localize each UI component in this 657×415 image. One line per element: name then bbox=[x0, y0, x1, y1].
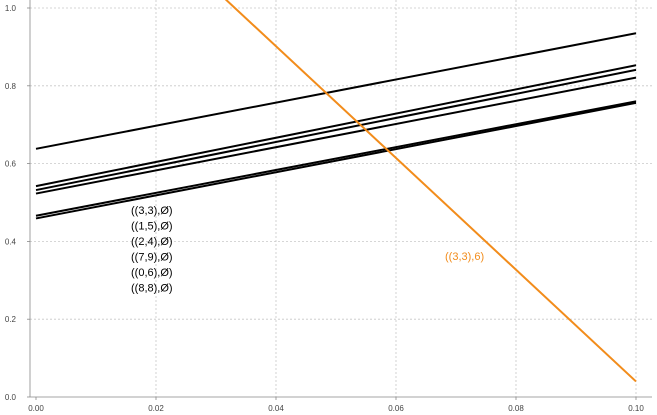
x-tick-label: 0.04 bbox=[268, 404, 284, 413]
y-tick-label: 0.4 bbox=[5, 237, 17, 246]
series-label: ((1,5),Ø) bbox=[131, 221, 173, 233]
x-tick-label: 0.00 bbox=[28, 404, 44, 413]
series-label: ((7,9),Ø) bbox=[131, 252, 173, 264]
series-label: ((3,3),Ø) bbox=[131, 205, 173, 217]
axes bbox=[27, 0, 652, 400]
series-label: ((0,6),Ø) bbox=[131, 267, 173, 279]
series-line-1 bbox=[35, 32, 637, 150]
series-line-7 bbox=[224, 0, 637, 383]
tick-labels: 0.00 0.02 0.04 0.06 0.08 0.10 0.0 0.2 0.4 0.6 0.8 1… bbox=[5, 4, 644, 413]
y-tick-label: 0.0 bbox=[5, 393, 17, 402]
x-tick-label: 0.02 bbox=[148, 404, 164, 413]
series-line-2 bbox=[35, 64, 637, 188]
orange-series-label: ((3,3),6) bbox=[445, 251, 484, 263]
x-tick-label: 0.10 bbox=[628, 404, 644, 413]
x-tick-label: 0.08 bbox=[508, 404, 524, 413]
y-tick-label: 0.8 bbox=[5, 82, 17, 91]
series-label: ((8,8),Ø) bbox=[131, 283, 173, 295]
series-line-3 bbox=[35, 68, 637, 192]
y-tick-label: 1.0 bbox=[5, 4, 17, 13]
y-tick-label: 0.6 bbox=[5, 160, 17, 169]
series-line-6 bbox=[35, 101, 637, 220]
x-tick-label: 0.06 bbox=[388, 404, 404, 413]
series-label: ((2,4),Ø) bbox=[131, 236, 173, 248]
y-tick-label: 0.2 bbox=[5, 315, 17, 324]
series-group bbox=[35, 0, 637, 383]
series-line-5 bbox=[35, 100, 637, 217]
series-line-4 bbox=[35, 76, 637, 195]
series-labels: ((3,3),Ø) ((1,5),Ø) ((2,4),Ø) ((7,9),Ø) ((0,… bbox=[131, 205, 484, 295]
